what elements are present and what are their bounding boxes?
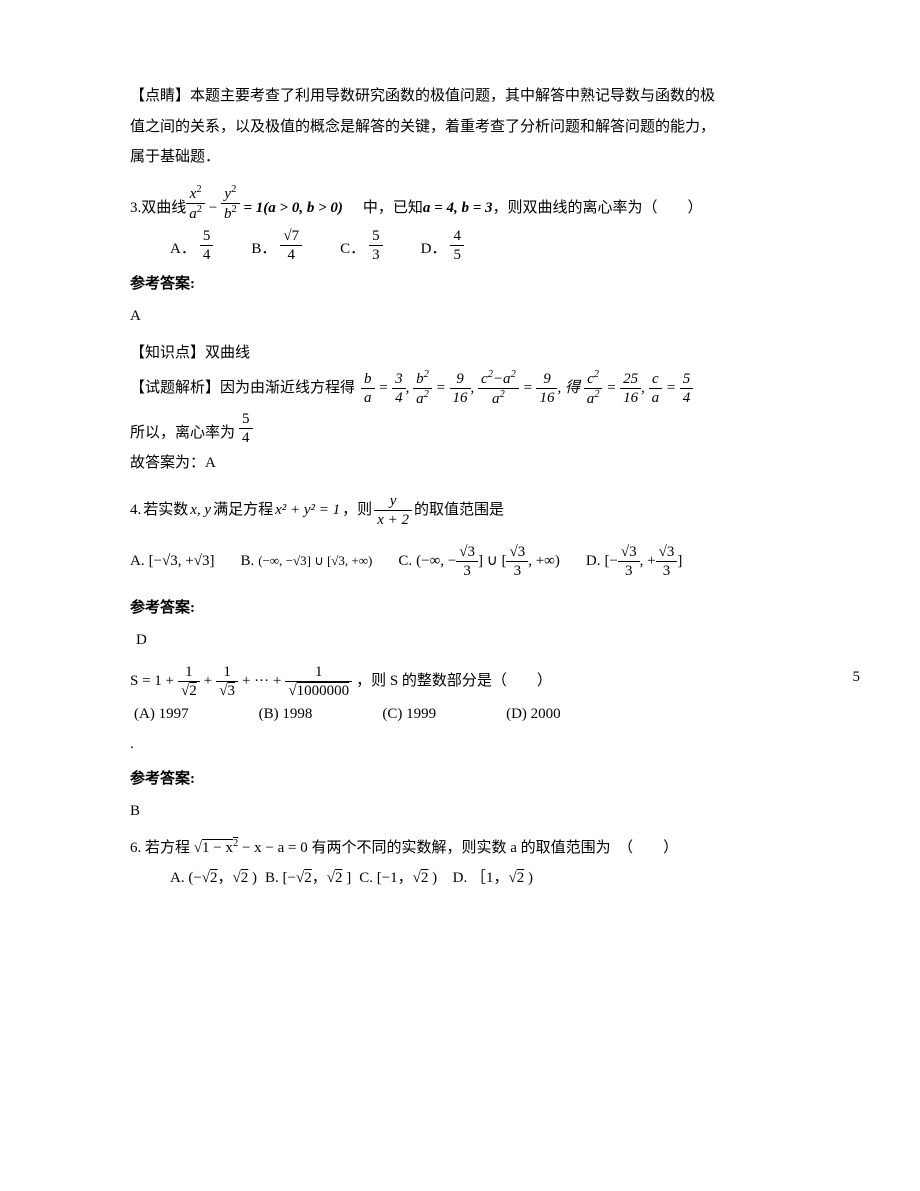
q6-optA: A. (−√2，√2 )	[170, 864, 257, 893]
q3-stem: 3. 双曲线 x2 a2 − y2 b2 = 1(a > 0, b > 0) 中…	[130, 184, 810, 223]
q5-stem: S = 1 + 1√2 + 1√3 + ··· + 1√1000000 ，则 S…	[130, 663, 810, 700]
q3-num: 3.	[130, 194, 141, 223]
q4-options: A.[−√3, +√3] B.(−∞, −√3] ∪ [√3, +∞) C. (…	[130, 543, 810, 580]
q5-block: S = 1 + 1√2 + 1√3 + ··· + 1√1000000 ，则 S…	[130, 663, 810, 729]
q4-ans-label: 参考答案:	[130, 594, 810, 623]
q3-cond: a = 4, b = 3	[423, 200, 493, 216]
q5-side-num: 5	[853, 663, 861, 692]
q5-options: (A) 1997 (B) 1998 (C) 1999 (D) 2000	[134, 700, 810, 729]
q5-ans: B	[130, 797, 810, 826]
q5-ans-label: 参考答案:	[130, 765, 810, 794]
q3-post: ，则双曲线的离心率为（ ）	[493, 194, 703, 223]
q6-options: A. (−√2，√2 ) B. [−√2，√2 ] C. [−1，√2 ) D.…	[170, 864, 810, 893]
q3-eqpart: = 1(a > 0, b > 0)	[243, 200, 342, 216]
q5-dot: .	[130, 730, 810, 759]
hint-prefix: 【点睛】	[130, 88, 190, 104]
q3-frac2: y2 b2	[221, 184, 240, 223]
q3-ans-label: 参考答案:	[130, 270, 810, 299]
q6-optB: B. [−√2，√2 ]	[265, 864, 351, 893]
q4-optD: [−√33, +√33]	[604, 543, 682, 580]
q3-sol: 【试题解析】因为由渐近线方程得 ba = 34, b2a2 = 916, c2−…	[130, 369, 810, 408]
q3-options: A．54 B．√74 C．53 D．45	[170, 227, 810, 264]
q3-pre: 双曲线	[141, 194, 186, 223]
q3-so: 所以，离心率为 54	[130, 410, 810, 447]
q3-so-ans: 故答案为：A	[130, 449, 810, 478]
q3-mid: 中，已知	[363, 194, 423, 223]
hint-l2: 值之间的关系，以及极值的概念是解答的关键，着重考查了分析问题和解答问题的能力，	[130, 113, 810, 142]
q3-ans: A	[130, 302, 810, 331]
q6-stem: 6. 若方程 √1 − x2 − x − a = 0 有两个不同的实数解，则实数…	[130, 834, 810, 863]
hint-para: 【点睛】本题主要考查了利用导数研究函数的极值问题，其中解答中熟记导数与函数的极	[130, 82, 810, 111]
q4-optC: (−∞, −√33] ∪ [√33, +∞)	[416, 543, 560, 580]
q4-ans: D	[136, 626, 810, 655]
hint-l1: 本题主要考查了利用导数研究函数的极值问题，其中解答中熟记导数与函数的极	[190, 88, 715, 104]
q6-rad: √1 − x2	[194, 840, 238, 856]
q6-optC: C. [−1，√2 )	[359, 864, 437, 893]
q6-optD: D. ［1，√2 )	[445, 864, 533, 893]
q4-stem: 4. 若实数 x, y 满足方程 x² + y² = 1 ，则 yx + 2 的…	[130, 492, 810, 529]
q3-kp: 【知识点】双曲线	[130, 339, 810, 368]
hint-l3: 属于基础题．	[130, 143, 810, 172]
q3-frac1: x2 a2	[186, 184, 205, 223]
